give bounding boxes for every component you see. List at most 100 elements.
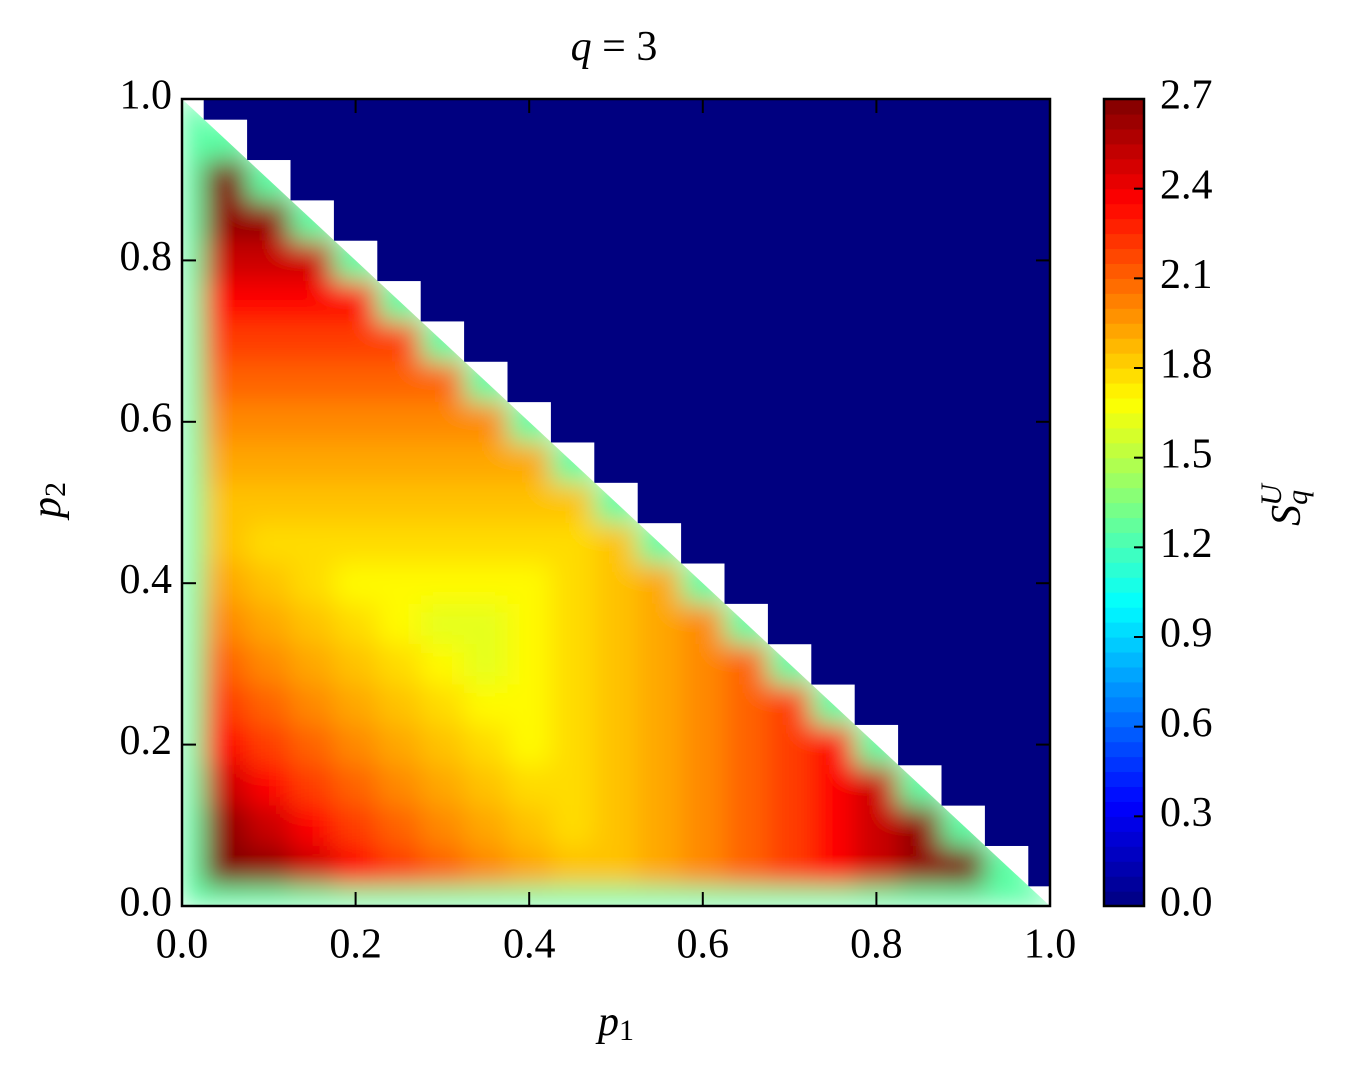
heatmap-cell (203, 805, 248, 846)
cbar-label-sub: q (1281, 490, 1314, 505)
heatmap-cell (1028, 99, 1051, 120)
colorbar-tick-label: 1.2 (1160, 521, 1213, 567)
heatmap-cell (550, 885, 595, 906)
heatmap-cell (464, 522, 508, 564)
x-tick-label: 0.8 (850, 922, 903, 968)
heatmap-cell (1028, 643, 1051, 685)
heatmap-cell (290, 119, 335, 161)
heatmap-cell (811, 684, 856, 725)
heatmap-cell (420, 441, 465, 483)
heatmap-cell (333, 563, 378, 604)
heatmap-cell (681, 603, 725, 645)
heatmap-cell (333, 199, 378, 241)
heatmap-cell (594, 401, 639, 443)
heatmap-cell (724, 724, 769, 766)
heatmap-cell (941, 805, 986, 846)
y-tick-label: 0.6 (120, 395, 173, 441)
heatmap-cell (594, 563, 639, 604)
heatmap-cell (681, 240, 725, 282)
heatmap-cell (854, 199, 899, 241)
heatmap-cell (203, 159, 248, 201)
colorbar-band (1104, 218, 1144, 235)
colorbar-band (1104, 786, 1144, 802)
heatmap-cell (984, 482, 1029, 524)
heatmap-cell (811, 280, 856, 322)
heatmap-cell (898, 684, 942, 725)
y-tick-label: 1.0 (120, 73, 173, 119)
colorbar-band (1104, 846, 1144, 862)
y-tick-label: 0.4 (120, 557, 173, 603)
heatmap-cell (333, 805, 378, 846)
heatmap-cell (247, 805, 291, 846)
heatmap-cell (1028, 320, 1051, 362)
heatmap-cell (333, 240, 378, 282)
heatmap-cell (507, 199, 552, 241)
heatmap-cell (984, 643, 1029, 685)
heatmap-cell (681, 441, 725, 483)
colorbar-band (1104, 293, 1144, 309)
heatmap-cell (724, 603, 769, 645)
heatmap-cell (941, 119, 986, 161)
heatmap-cell (811, 764, 856, 806)
heatmap-cell (333, 845, 378, 887)
heatmap-cell (290, 199, 335, 241)
colorbar-band (1104, 99, 1144, 115)
heatmap-cell (550, 441, 595, 483)
heatmap-cell (767, 159, 812, 201)
heatmap-cell (550, 805, 595, 846)
heatmap-cell (464, 563, 508, 604)
heatmap-cell (420, 643, 465, 685)
heatmap-cell (767, 885, 812, 906)
heatmap-cell (464, 320, 508, 362)
colorbar-band (1104, 741, 1144, 758)
heatmap-cell (203, 119, 248, 161)
heatmap-cell (377, 643, 422, 685)
heatmap-cell (811, 482, 856, 524)
heatmap-cell (724, 361, 769, 403)
heatmap-cell (941, 361, 986, 403)
y-axis-label: p2 (24, 482, 72, 521)
heatmap-cell (377, 401, 422, 443)
heatmap-cell (420, 280, 465, 322)
heatmap-cell (247, 159, 291, 201)
heatmap-cell (420, 361, 465, 403)
heatmap-cell (420, 563, 465, 604)
heatmap-cell (1028, 522, 1051, 564)
heatmap-cell (420, 159, 465, 201)
heatmap-cell (290, 99, 335, 120)
heatmap-cell (182, 159, 205, 201)
heatmap-cell (247, 603, 291, 645)
heatmap-cell (681, 724, 725, 766)
heatmap-cell (507, 320, 552, 362)
colorbar-band (1104, 308, 1144, 324)
heatmap-cell (854, 643, 899, 685)
heatmap-cell (203, 845, 248, 887)
heatmap-cell (637, 643, 682, 685)
heatmap-cell (550, 603, 595, 645)
heatmap-cell (182, 441, 205, 483)
colorbar-tick-label: 2.1 (1160, 252, 1213, 298)
heatmap-cell (377, 199, 422, 241)
colorbar-band (1104, 188, 1144, 205)
heatmap-cell (550, 724, 595, 766)
heatmap-cell (377, 805, 422, 846)
heatmap-cell (247, 320, 291, 362)
heatmap-cell (203, 441, 248, 483)
y-tick-label: 0.0 (120, 880, 173, 926)
colorbar-band (1104, 382, 1144, 399)
heatmap-cell (767, 724, 812, 766)
heatmap-cell (182, 805, 205, 846)
heatmap-cell (247, 643, 291, 685)
heatmap-cell (637, 764, 682, 806)
heatmap-cell (681, 159, 725, 201)
heatmap-cell (854, 119, 899, 161)
heatmap-cell (333, 361, 378, 403)
heatmap-zero (203, 99, 1051, 887)
heatmap-cell (637, 99, 682, 120)
heatmap-cell (854, 401, 899, 443)
heatmap-cell (420, 482, 465, 524)
heatmap-cell (811, 401, 856, 443)
heatmap-cell (984, 603, 1029, 645)
colorbar-band (1104, 203, 1144, 220)
heatmap-cell (550, 522, 595, 564)
